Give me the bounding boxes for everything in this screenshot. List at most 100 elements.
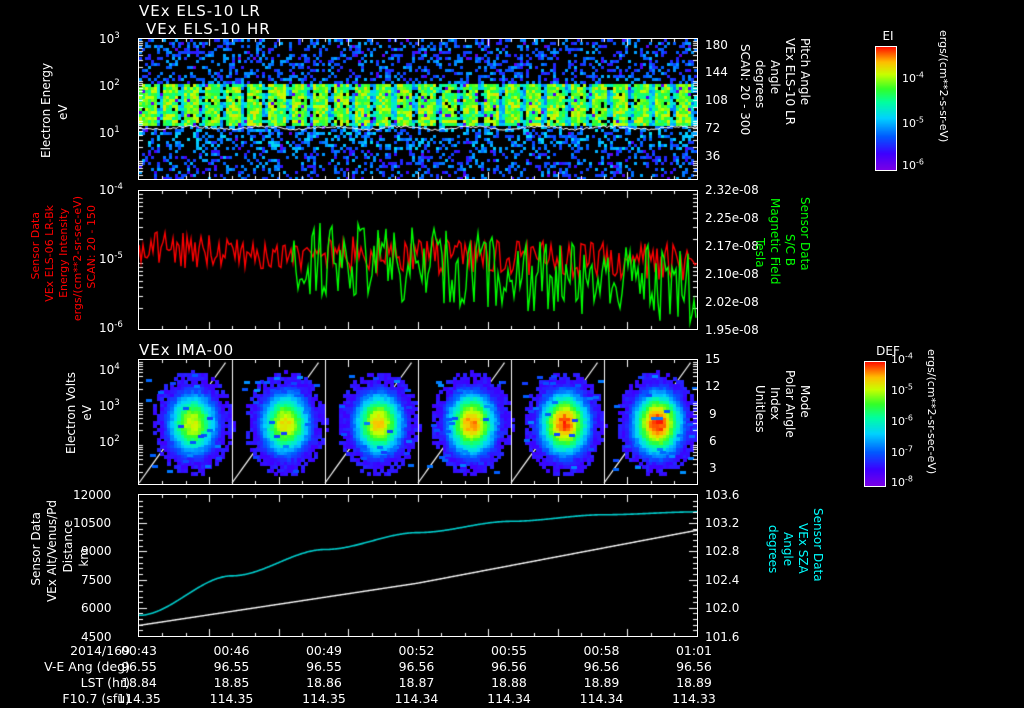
panel3-left-axis-title: Electron Volts: [64, 372, 78, 454]
colorbar1-gradient: [876, 47, 896, 170]
panel1-right-axis-line-4: SCAN: 20 - 300: [738, 44, 752, 136]
table-cell-time-4: 00:55: [490, 643, 528, 658]
table-cell-lst-6: 18.89: [676, 675, 712, 690]
panel3-y2tick-15: 15: [705, 352, 721, 366]
colorbar2-title: DEF: [876, 344, 900, 358]
panel2-right-axis-line-1: S/C B: [783, 234, 797, 267]
panel4-left-axis-line-0: Sensor Data: [29, 512, 43, 586]
panel3-y2tick-12: 12: [705, 379, 721, 393]
bottom-table: 2014/169 V-E Ang (deg) LST (hr) F10.7 (s…: [0, 643, 1024, 708]
table-cell-time-5: 00:58: [583, 643, 620, 658]
panel1-left-axis-title: Electron Energy: [39, 44, 53, 176]
panel3-right-axis-line-0: Mode: [798, 385, 812, 418]
panel4-y2tick-1016: 101.6: [705, 630, 740, 644]
panel3-left-axis-unit: eV: [80, 405, 94, 421]
colorbar2-gradient: [865, 362, 885, 486]
panel3-ytick-3: 103: [99, 398, 120, 413]
panel3-title: VEx IMA-00: [139, 341, 235, 359]
colorbar1-tick-2: 10-6: [902, 157, 924, 172]
panel1-left-axis-line-1: eV: [56, 104, 70, 120]
panel2-left-axis-line-4: SCAN: 20 - 150: [85, 205, 98, 289]
panel2-line-plot: [139, 191, 697, 329]
panel3-right-axis-line-3: Unitless: [753, 385, 767, 433]
panel2-right-axis-line-3: Tesla: [753, 238, 767, 268]
table-cell-f107-6: 114.33: [672, 691, 716, 706]
panel1-title-lr: VEx ELS-10 LR: [139, 2, 261, 20]
table-cell-f107-4: 114.34: [487, 691, 531, 706]
panel2-right-axis-line-0: Sensor Data: [798, 197, 812, 271]
table-cell-lst-1: 18.85: [213, 675, 250, 690]
panel2-y2tick-1: 2.25e-08: [705, 211, 759, 225]
panel2-left-axis-line-0: Sensor Data: [29, 212, 42, 280]
panel1-left-axis-unit: eV: [56, 92, 70, 132]
panel1-right-axis-line-0: Pitch Angle: [798, 38, 812, 106]
panel1-plot-area: [138, 38, 698, 180]
panel2-ytick-0: 10-4: [99, 182, 123, 197]
panel3-ytick-4: 104: [99, 362, 120, 377]
panel1-ytick-2: 102: [99, 78, 120, 93]
panel4-ytick-7500: 7500: [81, 573, 112, 587]
table-cell-time-6: 01:01: [675, 643, 713, 658]
table-row-label-3: F10.7 (sfu): [62, 691, 130, 706]
table-cell-lst-3: 18.87: [398, 675, 435, 690]
table-cell-ve_ang-4: 96.56: [491, 659, 527, 674]
panel4-line-plot: [139, 495, 697, 636]
table-cell-time-1: 00:46: [213, 643, 250, 658]
table-row-label-1: V-E Ang (deg): [44, 659, 130, 674]
table-cell-f107-0: 114.35: [117, 691, 161, 706]
panel3-plot-area: [138, 359, 698, 485]
colorbar2: [864, 361, 886, 487]
colorbar1-tick-1: 10-5: [902, 115, 924, 130]
panel1-ytick-1: 101: [99, 125, 120, 140]
panel2-y2tick-5: 1.95e-08: [705, 323, 759, 337]
panel3-y2tick-9: 9: [709, 407, 717, 421]
panel2-y2tick-2: 2.17e-08: [705, 239, 759, 253]
table-row-label-2: LST (hr): [80, 675, 130, 690]
panel2-plot-area: [138, 190, 698, 330]
colorbar1-title: EI: [882, 29, 894, 43]
panel1-right-axis-line-1: VEx ELS-10 LR: [783, 38, 797, 126]
colorbar1: [875, 46, 897, 171]
table-cell-f107-1: 114.35: [209, 691, 254, 706]
panel4-y2tick-1036: 103.6: [705, 488, 740, 502]
panel4-y2tick-1032: 103.2: [705, 516, 740, 530]
panel1-y2tick-72: 72: [705, 121, 721, 135]
table-cell-ve_ang-5: 96.56: [583, 659, 620, 674]
panel1-y2tick-108: 108: [705, 93, 728, 107]
panel1-spectrogram: [139, 39, 697, 179]
panel4-ytick-4500: 4500: [81, 630, 112, 644]
panel4-plot-area: [138, 494, 698, 637]
panel2-y2tick-3: 2.10e-08: [705, 267, 759, 281]
panel2-ytick-2: 10-6: [99, 320, 123, 335]
panel4-left-axis-line-1: VEx Alt/Venus/Pd: [45, 500, 59, 603]
table-cell-f107-2: 114.35: [302, 691, 346, 706]
panel2-left-axis-line-3: ergs/(cm**2-sr-sec-eV): [71, 196, 84, 322]
panel1-y2tick-144: 144: [705, 65, 728, 79]
table-cell-time-3: 00:52: [398, 643, 435, 658]
colorbar2-tick-3: 10-7: [891, 444, 913, 459]
panel4-y2tick-1028: 102.8: [705, 544, 740, 558]
panel3-right-axis-line-2: Index: [768, 387, 782, 421]
panel1-left-axis-line-0: Electron Energy: [39, 62, 53, 158]
table-cell-ve_ang-6: 96.56: [676, 659, 712, 674]
panel3-right-axis-line-1: Polar Angle: [783, 370, 797, 438]
panel2-left-axis-line-2: Energy Intensity: [57, 208, 70, 298]
panel3-ytick-2: 102: [99, 434, 120, 449]
table-cell-lst-5: 18.89: [583, 675, 620, 690]
table-cell-ve_ang-2: 96.55: [306, 659, 342, 674]
panel4-right-axis-line-0: Sensor Data: [811, 508, 825, 582]
table-cell-f107-3: 114.34: [394, 691, 439, 706]
panel1-right-axis-line-2: Angle: [768, 60, 782, 95]
panel4-right-axis-line-3: degrees: [766, 525, 780, 574]
panel1-title-hr: VEx ELS-10 HR: [146, 20, 271, 38]
table-cell-time-2: 00:49: [305, 643, 343, 658]
panel4-right-axis-line-2: Angle: [781, 532, 795, 567]
panel4-ytick-6000: 6000: [81, 601, 112, 615]
table-cell-lst-2: 18.86: [306, 675, 342, 690]
panel2-left-axis-line-1: VEx ELS-06 LR-Bk: [43, 205, 56, 302]
panel2-ytick-1: 10-5: [99, 251, 123, 266]
panel2-y2tick-4: 2.02e-08: [705, 295, 759, 309]
panel4-ytick-9000: 9000: [81, 544, 112, 558]
panel4-y2tick-1024: 102.4: [705, 573, 740, 587]
panel3-y2tick-6: 6: [709, 434, 717, 448]
